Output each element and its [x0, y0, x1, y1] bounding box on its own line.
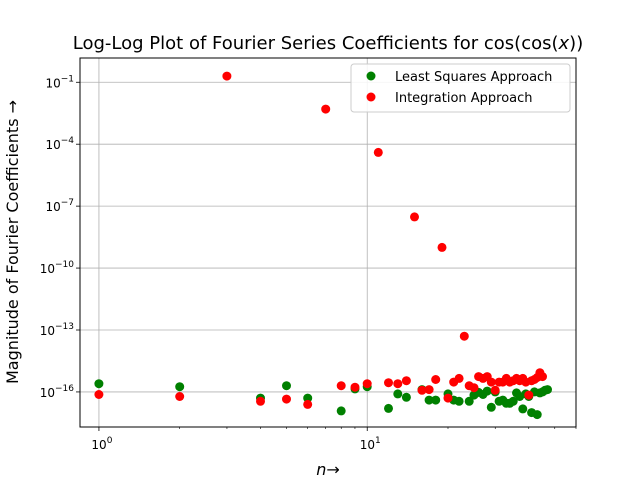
y-tick-label: 10−16 — [40, 384, 75, 400]
data-point — [175, 392, 185, 401]
data-point — [464, 396, 474, 406]
legend: Least Squares Approach Integration Approa… — [350, 63, 571, 113]
legend-frame — [350, 63, 571, 113]
data-point — [424, 385, 434, 395]
data-point — [350, 382, 360, 392]
chart-title-text: Log-Log Plot of Fourier Series Coefficie… — [73, 33, 559, 54]
data-point — [256, 396, 265, 406]
data-point — [303, 399, 313, 409]
legend-label: Integration Approach — [395, 91, 533, 106]
data-point — [443, 393, 453, 403]
y-axis-label: Magnitude of Fourier Coefficients → — [3, 100, 22, 384]
data-point — [94, 390, 104, 399]
chart-title-math: x — [558, 33, 570, 54]
data-point — [486, 402, 496, 412]
x-tick-label: 100 — [91, 436, 112, 452]
data-point — [490, 385, 500, 395]
data-point — [321, 104, 331, 114]
legend-marker — [366, 71, 376, 81]
grid — [80, 58, 576, 427]
series-integration — [94, 71, 547, 409]
data-point — [482, 386, 492, 396]
data-point — [282, 394, 291, 404]
data-point — [384, 403, 393, 413]
data-point — [393, 389, 403, 399]
data-point — [532, 410, 542, 420]
data-point — [431, 375, 441, 384]
data-point — [469, 383, 479, 393]
data-point — [518, 404, 528, 414]
x-axis-label: n→ — [316, 460, 340, 479]
data-point — [431, 395, 441, 405]
chart-title-tail: )) — [569, 33, 583, 54]
data-point — [336, 406, 346, 416]
data-point — [486, 377, 496, 387]
data-point — [417, 385, 427, 395]
legend-marker — [366, 92, 376, 102]
data-point — [454, 373, 464, 383]
plot-frame — [79, 57, 577, 428]
data-point — [282, 381, 291, 391]
data-point — [459, 331, 469, 341]
ticks: 100 101 10−1 10−4 10−7 10−10 10−13 10−16 — [40, 74, 577, 452]
data-point — [524, 390, 534, 400]
data-point — [393, 379, 403, 389]
x-tick-label: 101 — [360, 436, 381, 452]
y-tick-label: 10−7 — [45, 198, 74, 214]
data-point — [175, 382, 185, 392]
data-point — [508, 396, 518, 406]
data-point — [373, 147, 383, 157]
y-tick-label: 10−4 — [45, 136, 74, 152]
data-point — [362, 379, 372, 389]
data-points — [94, 71, 552, 420]
data-point — [401, 376, 411, 386]
data-point — [222, 71, 232, 81]
data-point — [336, 381, 346, 391]
data-point — [454, 396, 464, 406]
data-point — [94, 379, 104, 389]
chart-title: Log-Log Plot of Fourier Series Coefficie… — [73, 33, 583, 54]
data-point — [384, 378, 393, 388]
data-point — [424, 395, 434, 405]
y-tick-label: 10−10 — [40, 260, 75, 276]
data-point — [538, 372, 547, 382]
legend-label: Least Squares Approach — [395, 70, 552, 85]
data-point — [543, 385, 552, 395]
data-point — [303, 393, 313, 403]
data-point — [410, 212, 419, 222]
data-point — [401, 392, 411, 402]
y-tick-label: 10−1 — [45, 74, 74, 90]
y-tick-label: 10−13 — [40, 322, 74, 338]
data-point — [437, 242, 447, 252]
